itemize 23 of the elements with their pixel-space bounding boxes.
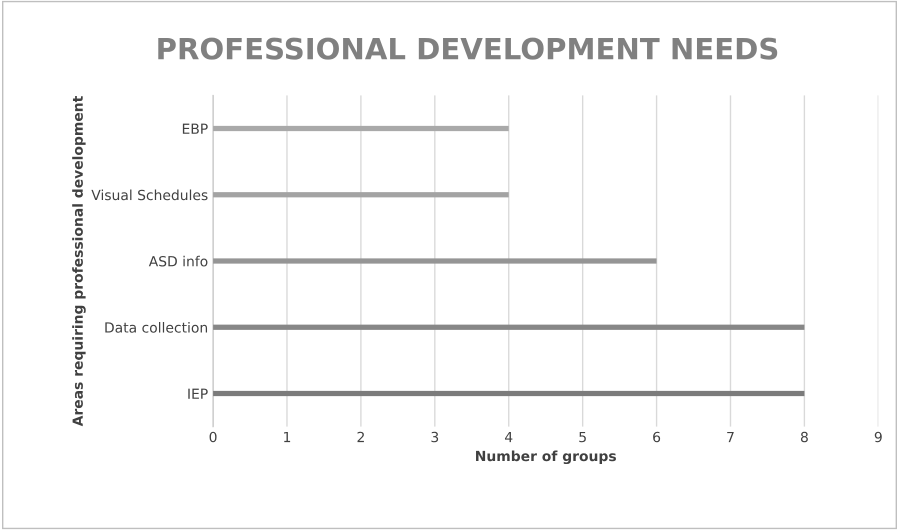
x-tick-label: 2 xyxy=(358,432,364,442)
x-tick-label: 5 xyxy=(579,432,586,442)
y-tick-label: EBP xyxy=(182,124,208,134)
x-tick-label: 7 xyxy=(727,432,734,442)
x-tick-label: 8 xyxy=(800,432,808,442)
chart-title: PROFESSIONAL DEVELOPMENT NEEDS xyxy=(158,38,778,60)
bar xyxy=(213,324,804,330)
x-tick-label: 3 xyxy=(431,432,438,442)
bar xyxy=(213,192,509,198)
x-tick-label: 4 xyxy=(504,432,512,442)
x-axis-title: Number of groups xyxy=(476,450,616,464)
x-tick-label: 9 xyxy=(874,432,882,442)
y-tick-label: ASD info xyxy=(148,256,208,266)
y-tick-label: Data collection xyxy=(105,322,208,333)
x-tick-label: 1 xyxy=(284,432,290,442)
y-tick-label: IEP xyxy=(188,388,208,399)
y-axis-title: Areas requiring professional development xyxy=(72,96,86,426)
bar xyxy=(213,126,509,132)
bar xyxy=(213,258,657,264)
x-tick-label: 0 xyxy=(210,432,217,442)
bar xyxy=(213,390,804,396)
y-tick-label: Visual Schedules xyxy=(91,190,208,200)
x-tick-label: 6 xyxy=(653,432,660,442)
